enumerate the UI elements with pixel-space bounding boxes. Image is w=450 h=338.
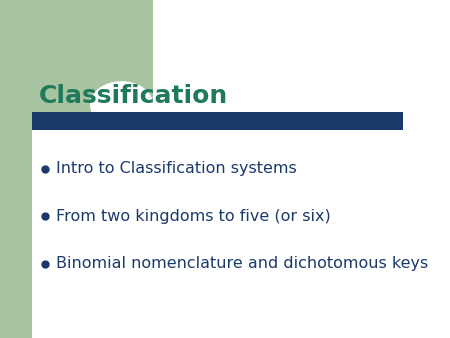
Text: Classification: Classification: [38, 84, 228, 108]
Bar: [32, 112, 403, 130]
Circle shape: [90, 81, 153, 128]
Bar: [0, 128, 32, 338]
Text: Intro to Classification systems: Intro to Classification systems: [56, 162, 297, 176]
Bar: [122, 105, 153, 128]
Text: From two kingdoms to five (or six): From two kingdoms to five (or six): [56, 209, 331, 224]
Bar: [0, 0, 153, 128]
Text: Binomial nomenclature and dichotomous keys: Binomial nomenclature and dichotomous ke…: [56, 256, 428, 271]
